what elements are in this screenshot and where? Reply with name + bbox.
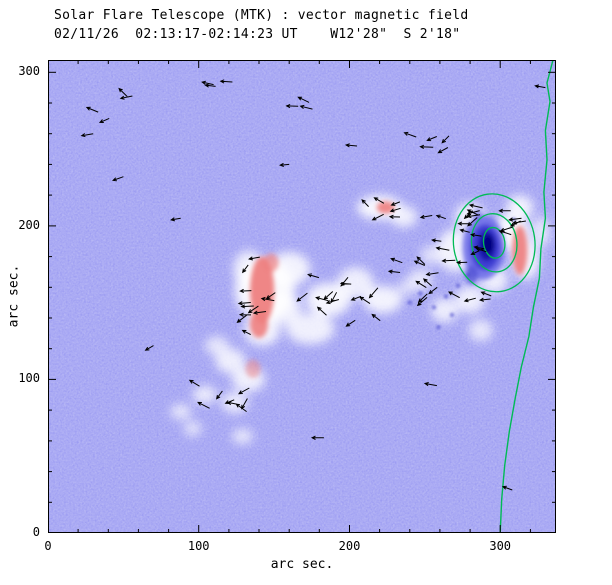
x-tick-label: 300 [489,539,512,553]
y-tick-label: 300 [18,64,40,79]
x-tick-label: 0 [44,539,52,553]
y-axis-label: arc sec. [6,264,22,328]
x-axis-label: arc sec. [270,557,334,572]
y-tick-label: 200 [18,217,40,232]
x-tick-label: 100 [187,539,210,553]
plot-area [48,60,556,533]
plot-title: Solar Flare Telescope (MTK) : vector mag… [54,8,469,23]
y-tick-label: 0 [32,525,40,539]
x-tick-label: 200 [338,539,361,553]
y-tick-label: 100 [18,371,40,386]
plot-subtitle: 02/11/26 02:13:17-02:14:23 UT W12'28" S … [54,27,461,42]
